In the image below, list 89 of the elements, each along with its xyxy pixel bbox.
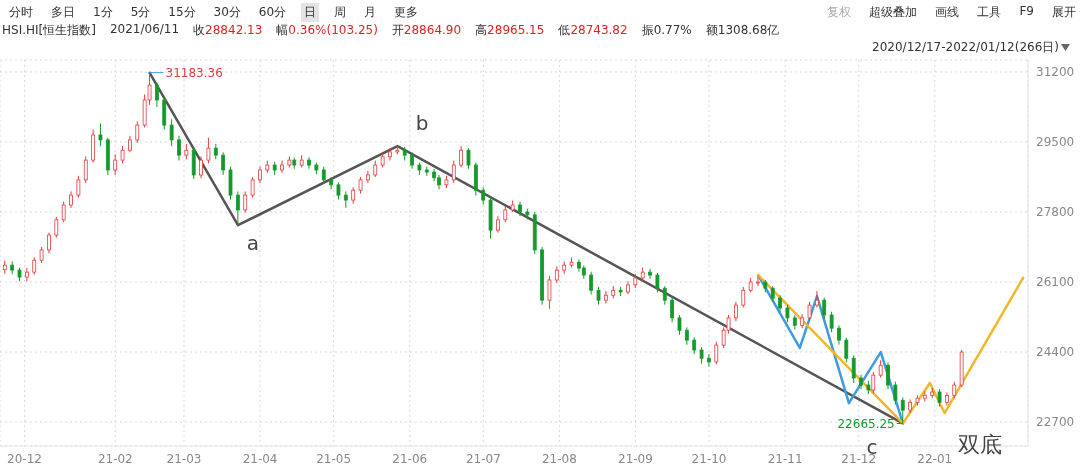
- candlestick: [280, 160, 284, 174]
- candlestick: [900, 396, 905, 425]
- candlestick: [128, 135, 132, 153]
- candlestick: [388, 147, 392, 162]
- candlestick: [778, 294, 782, 313]
- candlestick: [329, 176, 333, 190]
- x-tick-label: 21-02: [97, 451, 133, 466]
- text: 2021/06/11 收28842.13 幅0.36%(103.25) 开28864.90 高28965.15 低28743.82 振0.77% 额1308.68亿: [109, 22, 780, 37]
- text: 展开: [1052, 4, 1076, 21]
- y-tick-label: 22700: [1036, 415, 1075, 430]
- candlestick: [922, 390, 927, 403]
- candlestick: [670, 297, 675, 323]
- candlestick: [814, 290, 819, 309]
- text: 工具: [977, 4, 1002, 21]
- candlestick: [32, 256, 37, 276]
- annotation: a: [246, 231, 260, 255]
- candlestick: [707, 353, 711, 367]
- candlestick: [459, 145, 464, 169]
- candlestick: [756, 275, 760, 287]
- candlestick: [177, 135, 181, 162]
- candlestick: [915, 394, 920, 407]
- y-tick-label: 27800: [1036, 205, 1075, 220]
- text: 月: [363, 4, 378, 21]
- text: 5分: [129, 4, 152, 21]
- candlestick: [569, 256, 574, 269]
- candlestick: [603, 290, 608, 304]
- candlestick: [496, 215, 500, 234]
- candlestick: [402, 146, 407, 162]
- candlestick: [221, 151, 226, 176]
- x-tick-label: 20-12: [7, 451, 42, 466]
- text: 2020/12/17-2022/01/12(266日): [872, 39, 1059, 56]
- text: 更多: [393, 4, 420, 21]
- x-tick-label: 21-11: [767, 451, 803, 466]
- text: 31183.36: [165, 65, 223, 80]
- text: 30分: [212, 4, 242, 21]
- text: 1分: [92, 4, 114, 21]
- candlestick: [626, 280, 630, 295]
- x-tick-label: 21-10: [691, 451, 727, 466]
- y-tick-label: 29500: [1036, 135, 1075, 150]
- annotation: 双底: [958, 432, 1002, 457]
- candlestick: [859, 374, 863, 390]
- x-tick-label: 21-03: [166, 451, 202, 466]
- text: 日: [301, 3, 320, 22]
- text: 60分: [257, 4, 288, 21]
- x-tick-label: 21-05: [316, 451, 352, 466]
- text: 15分: [167, 4, 197, 21]
- candlestick: [410, 151, 414, 170]
- candlestick: [540, 246, 544, 306]
- candlestick: [648, 268, 652, 280]
- candlestick: [611, 285, 616, 300]
- candlestick: [741, 286, 746, 309]
- candlestick: [518, 201, 522, 217]
- y-tick-label: 31200: [1036, 65, 1075, 80]
- text: F9: [1019, 4, 1034, 20]
- candlestick: [945, 391, 949, 407]
- text: 画线: [935, 4, 960, 21]
- chart-title: HSI.HI[恒生指数]: [2, 22, 96, 39]
- x-tick-label: 21-09: [618, 451, 653, 466]
- text: 超级叠加: [869, 4, 918, 21]
- x-tick-label: 22-01: [917, 451, 953, 466]
- text: 周: [333, 4, 348, 21]
- candlestick: [307, 156, 311, 170]
- text: 22665.25: [837, 416, 895, 431]
- candlestick: [886, 361, 890, 390]
- x-tick-label: 21-08: [541, 451, 577, 466]
- candlestick: [235, 190, 240, 226]
- x-tick-label: 21-04: [242, 451, 278, 466]
- text: 复权: [827, 4, 852, 21]
- y-tick-label: 24400: [1036, 345, 1075, 360]
- candlestick: [908, 398, 913, 414]
- candlestick: [155, 81, 159, 108]
- x-tick-label: 21-07: [465, 451, 501, 466]
- candlestick: [24, 267, 29, 282]
- candlestick: [432, 168, 437, 182]
- y-tick-label: 26100: [1036, 275, 1075, 290]
- candlestick: [10, 260, 15, 275]
- text: 分时: [8, 4, 34, 21]
- candlestick: [47, 232, 51, 254]
- candlestick: [878, 359, 883, 379]
- candlestick: [366, 170, 370, 184]
- candlestick: [734, 301, 738, 322]
- candlestick: [91, 129, 96, 164]
- candlestick: [199, 155, 203, 179]
- text: 多日: [50, 4, 76, 21]
- x-tick-label: 21-06: [392, 451, 428, 466]
- candlestick: [69, 190, 73, 209]
- annotation: b: [415, 111, 429, 135]
- candlestick: [837, 324, 841, 346]
- candlestick: [258, 166, 262, 184]
